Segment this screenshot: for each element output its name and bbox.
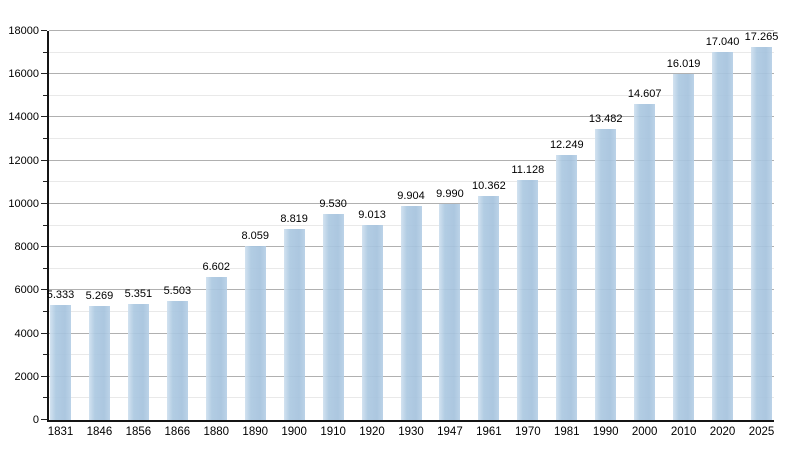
y-axis-tick bbox=[41, 375, 47, 377]
minor-gridline bbox=[49, 138, 774, 140]
y-axis-label: 12000 bbox=[8, 154, 39, 167]
bar-value-label: 10.362 bbox=[472, 180, 506, 193]
y-axis-label: 16000 bbox=[8, 68, 39, 81]
x-axis-label: 1990 bbox=[592, 426, 619, 438]
y-axis-label: 4000 bbox=[14, 327, 39, 340]
y-axis-label: 2000 bbox=[14, 370, 39, 383]
major-gridline bbox=[49, 30, 774, 31]
bar-value-label: 17.265 bbox=[744, 30, 779, 43]
x-axis-label: 1910 bbox=[320, 426, 346, 438]
y-axis-tick bbox=[43, 181, 47, 183]
x-axis-label: 2020 bbox=[709, 426, 736, 438]
x-axis-label: 1846 bbox=[86, 426, 113, 438]
bar bbox=[88, 306, 110, 420]
y-axis-label: 0 bbox=[32, 414, 39, 426]
minor-gridline bbox=[49, 181, 774, 183]
x-axis-label: 1947 bbox=[437, 426, 463, 438]
major-gridline bbox=[49, 73, 774, 75]
bar-value-label: 11.128 bbox=[511, 163, 545, 176]
bar bbox=[478, 196, 500, 420]
bar-value-label: 14.607 bbox=[627, 88, 662, 101]
bar bbox=[439, 204, 461, 420]
bar-value-label: 9.990 bbox=[436, 188, 464, 201]
bar bbox=[634, 104, 656, 420]
x-axis-label: 2025 bbox=[748, 426, 775, 438]
x-axis-label: 1970 bbox=[515, 426, 541, 438]
bar bbox=[244, 245, 266, 420]
bar-value-label: 17.040 bbox=[705, 35, 740, 48]
x-axis-label: 1900 bbox=[281, 426, 307, 438]
major-gridline bbox=[49, 116, 774, 118]
plot-area: 5.333 1831 5.269 1846 5.351 1856 5.503 1866 6.60… bbox=[41, 30, 778, 438]
y-axis-tick bbox=[43, 51, 47, 53]
bar-value-label: 8.059 bbox=[241, 229, 269, 242]
x-axis-label: 2000 bbox=[631, 426, 658, 438]
bar-value-label: 5.503 bbox=[163, 285, 192, 298]
bar-value-label: 8.819 bbox=[280, 213, 308, 226]
y-axis-tick bbox=[43, 354, 47, 356]
bar bbox=[556, 155, 578, 420]
y-axis-tick bbox=[43, 138, 47, 140]
bar bbox=[517, 179, 539, 420]
bar-value-label: 5.351 bbox=[124, 288, 153, 301]
minor-gridline bbox=[49, 51, 774, 53]
bar-value-label: 9.013 bbox=[358, 209, 386, 222]
y-axis-label: 10000 bbox=[8, 197, 39, 210]
y-axis-tick bbox=[43, 94, 47, 96]
major-gridline bbox=[49, 202, 774, 204]
bar bbox=[127, 304, 149, 420]
bar-value-label: 5.333 bbox=[46, 288, 75, 301]
x-axis-label: 1831 bbox=[47, 426, 74, 438]
x-axis-label: 1880 bbox=[203, 426, 230, 438]
bar bbox=[166, 301, 188, 420]
y-axis-tick bbox=[41, 159, 47, 161]
bar-value-label: 16.019 bbox=[666, 57, 701, 70]
y-axis-label: 18000 bbox=[8, 25, 39, 37]
x-axis-label: 1930 bbox=[398, 426, 424, 438]
x-axis-label: 1961 bbox=[476, 426, 502, 438]
bar-value-label: 13.482 bbox=[588, 112, 623, 125]
bar bbox=[751, 46, 772, 420]
x-axis-label: 1856 bbox=[125, 426, 152, 438]
x-axis-label: 1981 bbox=[553, 426, 580, 438]
y-axis-tick bbox=[43, 267, 47, 269]
bar-value-label: 12.249 bbox=[549, 139, 584, 152]
y-axis-tick bbox=[41, 332, 47, 334]
x-axis-label: 2010 bbox=[670, 426, 697, 438]
y-axis-tick bbox=[41, 289, 47, 291]
bar bbox=[400, 205, 422, 420]
bar-value-label: 9.530 bbox=[319, 198, 347, 211]
bar bbox=[361, 225, 383, 420]
bar-value-label: 9.904 bbox=[397, 189, 425, 202]
y-axis-tick bbox=[43, 224, 47, 226]
x-axis-label: 1920 bbox=[359, 426, 385, 438]
bar bbox=[322, 214, 344, 420]
y-axis-tick bbox=[41, 246, 47, 248]
y-axis-label: 14000 bbox=[8, 111, 39, 124]
y-axis-tick bbox=[41, 30, 47, 31]
bar bbox=[673, 73, 695, 420]
bar bbox=[205, 277, 227, 420]
minor-gridline bbox=[49, 94, 774, 96]
bar bbox=[50, 304, 71, 420]
y-axis-label: 8000 bbox=[14, 241, 39, 254]
x-axis-label: 1890 bbox=[242, 426, 269, 438]
bar bbox=[283, 229, 305, 420]
x-axis-label: 1866 bbox=[164, 426, 191, 438]
bar-value-label: 5.269 bbox=[85, 290, 114, 303]
y-axis-label: 6000 bbox=[14, 284, 39, 297]
bar bbox=[595, 128, 617, 420]
y-axis-tick bbox=[43, 310, 47, 312]
y-axis-tick bbox=[41, 202, 47, 204]
bar-value-label: 6.602 bbox=[202, 261, 231, 274]
y-axis-tick bbox=[43, 397, 47, 399]
y-axis-tick bbox=[41, 419, 47, 420]
y-axis-tick bbox=[41, 116, 47, 118]
y-axis-tick bbox=[41, 73, 47, 75]
bar bbox=[712, 51, 734, 420]
major-gridline bbox=[49, 159, 774, 161]
